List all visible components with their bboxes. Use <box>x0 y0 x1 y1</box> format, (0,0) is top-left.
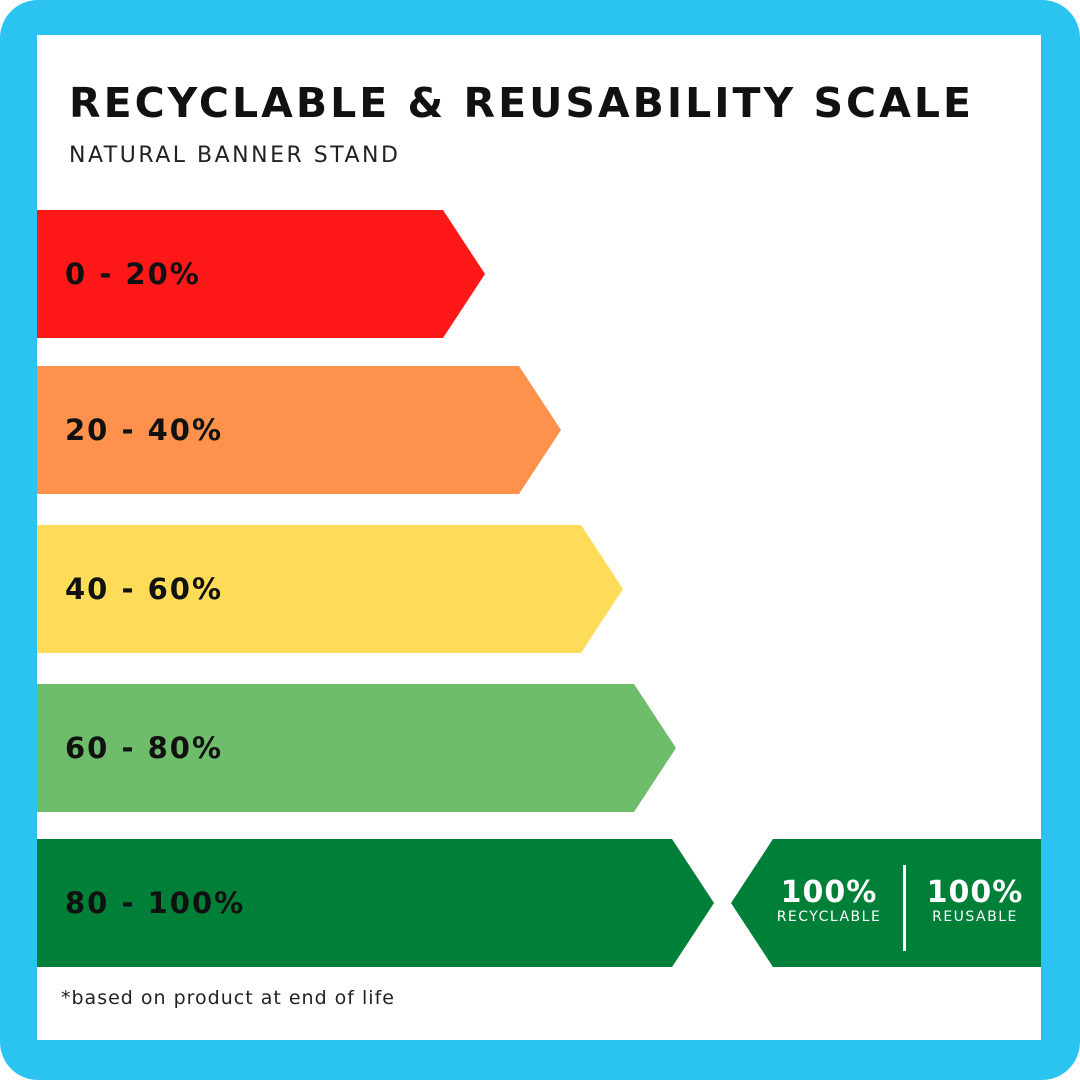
reusable-value: 100% <box>926 875 1024 910</box>
footnote: *based on product at end of life <box>61 987 395 1009</box>
reusable-stat: 100% REUSABLE <box>919 875 1031 926</box>
badge-divider <box>903 865 906 951</box>
band-40-60: 40 - 60% <box>37 525 623 653</box>
result-badge: 100% RECYCLABLE 100% REUSABLE <box>731 839 1041 967</box>
recyclable-value: 100% <box>780 875 878 910</box>
band-label: 40 - 60% <box>65 572 223 606</box>
band-60-80: 60 - 80% <box>37 684 676 812</box>
recyclable-caption: RECYCLABLE <box>776 909 882 925</box>
band-80-100: 80 - 100% <box>37 839 714 967</box>
reusable-caption: REUSABLE <box>932 909 1018 925</box>
band-label: 20 - 40% <box>65 413 223 447</box>
scale-title: RECYCLABLE & REUSABILITY SCALE <box>69 79 974 127</box>
band-label: 60 - 80% <box>65 731 223 765</box>
recyclable-stat: 100% RECYCLABLE <box>769 875 889 926</box>
product-subtitle: NATURAL BANNER STAND <box>69 143 401 168</box>
band-0-20: 0 - 20% <box>37 210 485 338</box>
band-label: 0 - 20% <box>65 257 201 291</box>
band-20-40: 20 - 40% <box>37 366 561 494</box>
scale-panel: RECYCLABLE & REUSABILITY SCALE NATURAL B… <box>37 35 1041 1040</box>
band-label: 80 - 100% <box>65 886 246 920</box>
